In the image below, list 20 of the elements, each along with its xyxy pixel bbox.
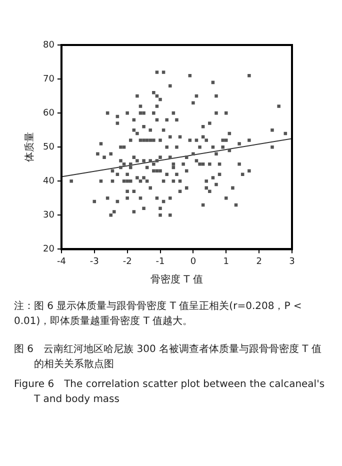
caption: Figure 6 The correlation scatter plot between the calcaneal's T and body mass xyxy=(14,378,326,406)
y-tick-label: 70 xyxy=(43,74,55,84)
y-tick-label: 40 xyxy=(43,176,55,186)
y-axis-title: 体质量 xyxy=(24,132,36,162)
y-tick-label: 20 xyxy=(43,244,55,255)
x-axis-title: 骨密度 T 值 xyxy=(150,274,203,286)
x-tick-label: -3 xyxy=(90,256,99,267)
x-tick-label: -4 xyxy=(56,256,66,267)
x-tick-label: -1 xyxy=(156,256,165,267)
x-tick-label: 1 xyxy=(223,256,229,267)
x-tick-label: 3 xyxy=(289,256,295,267)
x-tick-label: 0 xyxy=(190,256,196,267)
y-tick-label: 50 xyxy=(43,142,55,152)
y-tick-label: 60 xyxy=(43,108,55,118)
x-tick-label: -2 xyxy=(122,256,132,267)
caption: 图 6 云南红河地区哈尼族 300 名被调查者体质量与跟骨骨密度 T 值的相关关系散点图 xyxy=(14,343,322,372)
x-tick-label: 2 xyxy=(256,256,262,267)
y-tick-label: 30 xyxy=(43,210,55,221)
y-tick-label: 80 xyxy=(43,40,55,50)
text: 注：图 6 显示体质量与跟骨骨密度 T 值呈正相关(r=0.208，P < 0.01)，即体质量越重骨密度 T 值越大。 xyxy=(14,300,303,328)
